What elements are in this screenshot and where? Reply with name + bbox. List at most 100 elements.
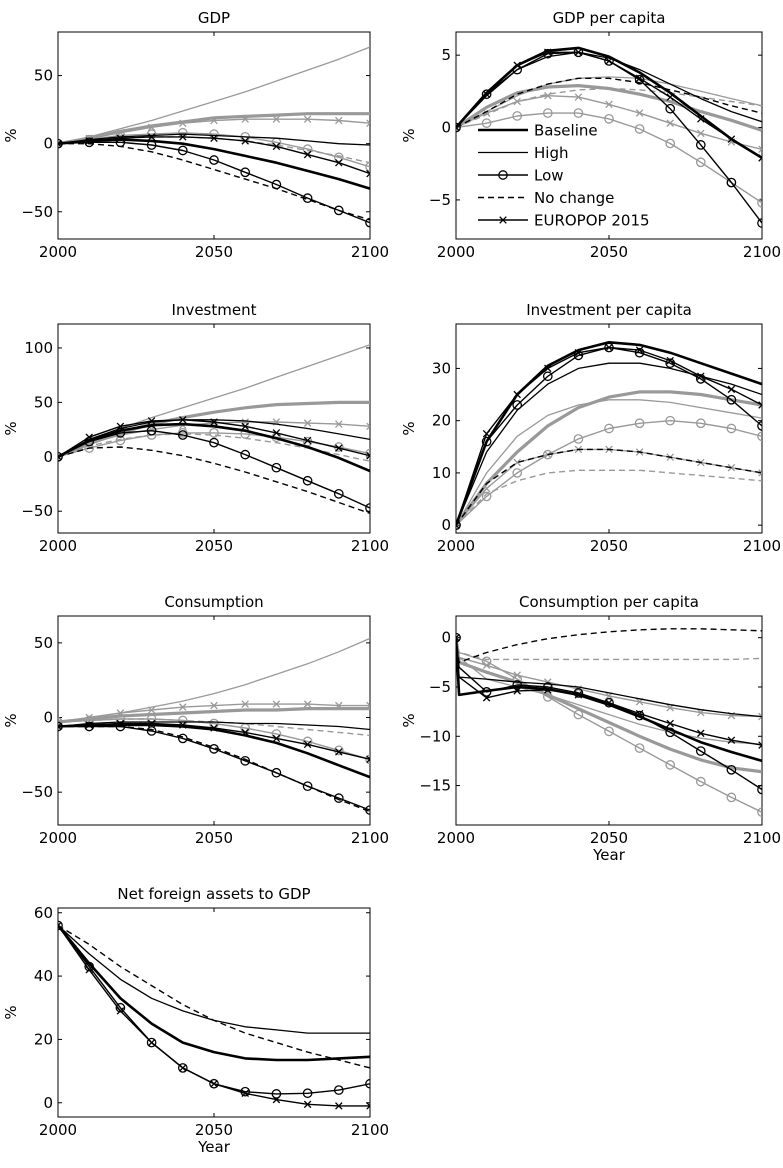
data-point: [634, 743, 645, 753]
x-tick-label: 2000: [437, 243, 475, 261]
series-baseline-gray: [456, 637, 762, 774]
data-point: [58, 139, 62, 148]
data-point: [85, 713, 93, 722]
panel-5: Consumption 2000 2050 2100 −50 0 50%: [2, 593, 389, 847]
data-point: [210, 116, 218, 125]
data-point: [542, 371, 553, 382]
series-line: [58, 446, 370, 515]
series-baseline-gray: [58, 400, 370, 459]
legend-item-europop: EUROPOP 2015: [478, 212, 650, 230]
data-point: [303, 150, 312, 159]
data-point: [272, 142, 281, 151]
data-point: [544, 91, 552, 100]
x-tick-label: 2050: [590, 829, 628, 847]
series-baseline-black: [456, 637, 762, 763]
y-tick-label: −50: [21, 203, 53, 221]
data-point: [272, 1095, 281, 1104]
series-low-black: [456, 632, 762, 795]
x-tick-label: 2050: [195, 829, 233, 847]
series-baseline-gray: [58, 707, 370, 724]
data-point: [366, 422, 370, 431]
series-line: [58, 143, 370, 221]
series-line: [58, 723, 370, 779]
data-point: [542, 691, 553, 702]
data-point: [695, 140, 706, 150]
x-tick-label: 2000: [39, 1121, 77, 1139]
data-point: [85, 965, 93, 974]
data-point: [512, 680, 523, 690]
data-point: [727, 135, 736, 143]
data-point: [574, 691, 583, 699]
data-point: [726, 764, 737, 775]
series-low-black: [58, 920, 370, 1099]
data-point: [481, 491, 492, 502]
data-point: [116, 129, 125, 137]
y-tick-label: 30: [432, 359, 451, 377]
data-point: [365, 503, 370, 513]
data-point: [272, 429, 281, 437]
data-point: [209, 437, 219, 448]
x-tick-label: 2000: [437, 537, 475, 555]
y-axis-label: %: [400, 421, 418, 435]
data-point: [481, 118, 492, 129]
data-point: [757, 431, 762, 442]
data-point: [604, 114, 614, 124]
data-point: [210, 724, 218, 732]
series-line: [58, 112, 370, 146]
series-high-black: [58, 721, 370, 731]
series-high-black: [58, 419, 370, 458]
panel-title: GDP: [198, 9, 230, 27]
data-point: [605, 100, 613, 109]
panel-title: Consumption per capita: [519, 593, 699, 611]
data-point: [177, 1063, 188, 1073]
x-tick-label: 2000: [39, 243, 77, 261]
axes-box: [57, 907, 371, 1118]
data-point: [302, 144, 313, 154]
data-point: [58, 451, 63, 462]
data-point: [604, 423, 614, 434]
series-high-black: [456, 362, 762, 526]
series-line: [456, 112, 762, 204]
data-point: [666, 93, 674, 101]
data-point: [85, 137, 93, 145]
series-line: [456, 448, 762, 526]
series-line: [456, 637, 762, 718]
data-point: [115, 1002, 126, 1013]
data-point: [665, 760, 676, 770]
series-line: [456, 637, 762, 813]
series-high-gray: [456, 76, 762, 129]
data-point: [758, 741, 762, 749]
data-point: [241, 137, 249, 145]
legend-label: EUROPOP 2015: [534, 212, 650, 230]
y-axis-label: %: [2, 421, 20, 435]
data-point: [456, 632, 461, 643]
data-point: [695, 418, 706, 429]
series-baseline-black: [58, 422, 370, 473]
series-line: [58, 422, 370, 473]
data-point: [605, 343, 613, 352]
series-line: [456, 76, 762, 129]
panel-3: Investment 2000 2050 2100 −50 0 50 100%: [2, 301, 389, 555]
data-point: [179, 1064, 187, 1072]
series-line: [456, 469, 762, 526]
y-tick-label: 60: [34, 904, 53, 922]
series-line: [456, 84, 762, 132]
data-point: [116, 134, 125, 142]
data-point: [665, 415, 676, 426]
data-point: [303, 115, 312, 123]
data-point: [604, 56, 614, 66]
y-tick-label: 0: [43, 448, 53, 466]
data-point: [542, 682, 553, 692]
data-point: [456, 123, 460, 132]
series-line: [456, 77, 762, 129]
legend-item-baseline: Baseline: [478, 122, 598, 140]
y-axis-label: %: [2, 713, 20, 727]
series-line: [58, 718, 370, 737]
data-point: [146, 726, 157, 736]
y-tick-label: 100: [24, 339, 53, 357]
data-point: [544, 686, 552, 694]
series-europop-black: [456, 48, 762, 162]
series-line: [58, 46, 370, 145]
y-tick-label: −50: [21, 783, 53, 801]
data-point: [695, 374, 706, 384]
